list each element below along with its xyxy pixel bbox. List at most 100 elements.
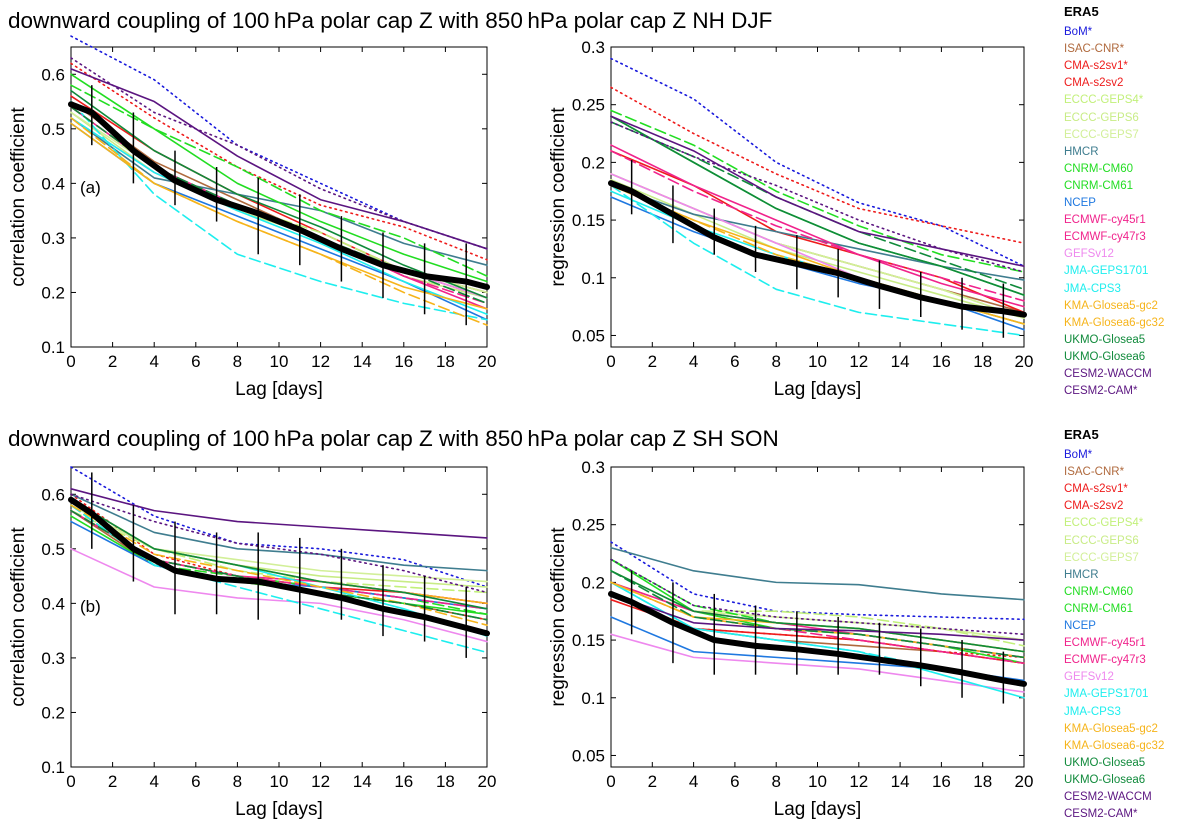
x-tick-label: 14 (891, 772, 910, 791)
y-tick-label: 0.2 (41, 703, 65, 722)
x-tick-label: 8 (233, 772, 242, 791)
row-title-nh-djf: downward coupling of 100 hPa polar cap Z… (8, 8, 773, 33)
series-line-ecmwf-cy45r1 (610, 150, 1025, 302)
x-tick-label: 10 (270, 772, 289, 791)
x-tick-label: 4 (149, 352, 158, 371)
legend-entry: CNRM-CM61 (1064, 602, 1133, 615)
x-tick-label: 14 (353, 352, 372, 371)
x-axis-label: Lag [days] (774, 379, 862, 400)
x-tick-label: 6 (730, 772, 739, 791)
series-line-cesm2-waccm (610, 593, 1025, 641)
x-tick-label: 4 (689, 772, 698, 791)
legend-entry: BoM* (1064, 26, 1093, 39)
y-tick-label: 0.2 (581, 573, 605, 592)
legend-entry: JMA-CPS3 (1064, 282, 1121, 295)
legend-entry: UKMO-Glosea5 (1064, 333, 1146, 346)
x-tick-label: 16 (394, 772, 413, 791)
legend-entry: ECCC-GEPS7 (1064, 551, 1139, 564)
y-tick-label: 0.2 (41, 283, 65, 302)
legend-entry-era5: ERA5 (1064, 427, 1099, 442)
legend-entry: CNRM-CM61 (1064, 179, 1133, 192)
legend-entry: JMA-GEPS1701 (1064, 265, 1149, 278)
x-tick-label: 8 (771, 772, 780, 791)
y-tick-label: 0.25 (572, 516, 605, 535)
legend-entry: JMA-GEPS1701 (1064, 688, 1149, 701)
series-line-cma-s2sv2 (610, 150, 1025, 314)
legend-entry: GEFSv12 (1064, 248, 1114, 261)
series-line-cesm2-cam (70, 493, 488, 594)
series-line-gefsv12 (70, 548, 488, 643)
x-tick-label: 20 (1015, 352, 1034, 371)
x-tick-label: 12 (311, 352, 330, 371)
x-tick-label: 2 (108, 352, 117, 371)
y-tick-label: 0.15 (572, 631, 605, 650)
series-line-cesm2-cam (610, 558, 1025, 636)
y-axis-label: correlation coefficient (8, 527, 29, 707)
x-tick-label: 10 (808, 352, 827, 371)
chart-panel-2: 0 2 4 6 8 10 12 14 16 18 20 0.05 0.1 0.15 0.2 0.25 0.3 La… (548, 38, 1033, 400)
chart-panel-3: 0 2 4 6 8 10 12 14 16 18 20 0.1 0.2 0.3 0.4 0.5 0.6 Lag [… (8, 466, 497, 820)
y-axis-label: regression coefficient (548, 107, 569, 287)
legend-bottom: ERA5 BoM* ISAC-CNR* CMA-s2sv1* CMA-s2sv2 ECCC… (1064, 426, 1164, 823)
y-tick-label: 0.3 (581, 458, 605, 477)
legend-entry: KMA-Glosea5-gc2 (1064, 722, 1158, 735)
y-axis-label: regression coefficient (548, 527, 569, 707)
x-tick-label: 0 (606, 772, 615, 791)
x-tick-label: 8 (233, 352, 242, 371)
x-tick-label: 6 (191, 352, 200, 371)
legend-entry: ISAC-CNR* (1064, 466, 1125, 479)
x-tick-label: 16 (932, 772, 951, 791)
series-line-era5 (68, 101, 490, 290)
series-line-cma-s2sv1 (70, 62, 488, 261)
y-tick-label: 0.05 (572, 326, 605, 345)
x-tick-label: 6 (191, 772, 200, 791)
series-line-era5 (608, 180, 1027, 318)
y-tick-label: 0.1 (581, 689, 605, 708)
x-tick-label: 14 (353, 772, 372, 791)
row-title-sh-son: downward coupling of 100 hPa polar cap Z… (8, 426, 779, 451)
series-line-ukmo-glosea6 (610, 115, 1025, 296)
x-tick-label: 20 (1015, 772, 1034, 791)
legend-entry: ECCC-GEPS7 (1064, 128, 1139, 141)
legend-entry: ECCC-GEPS6 (1064, 534, 1139, 547)
legend-entry: HMCR (1064, 145, 1099, 158)
legend-entry: CMA-s2sv2 (1064, 77, 1124, 90)
series-line-era5 (608, 590, 1027, 687)
x-axis-label: Lag [days] (235, 379, 323, 400)
legend-entry: CMA-s2sv1* (1064, 60, 1128, 73)
series-line-jma-geps1701 (70, 100, 488, 321)
x-tick-label: 18 (436, 772, 455, 791)
x-tick-label: 2 (648, 352, 657, 371)
series-line-hmcr (70, 493, 488, 572)
x-tick-label: 12 (849, 352, 868, 371)
x-tick-label: 14 (891, 352, 910, 371)
legend-entry: JMA-CPS3 (1064, 705, 1121, 718)
y-tick-label: 0.4 (41, 174, 65, 193)
legend-entry: CNRM-CM60 (1064, 162, 1133, 175)
series-line-ukmo-glosea6 (70, 89, 488, 299)
legend-top: ERA5 BoM* ISAC-CNR* CMA-s2sv1* CMA-s2sv2 ECCC… (1064, 3, 1164, 400)
series-line-bom (70, 466, 488, 588)
legend-entry: CMA-s2sv2 (1064, 500, 1124, 513)
x-tick-label: 4 (689, 352, 698, 371)
x-tick-label: 6 (730, 352, 739, 371)
legend-entry: UKMO-Glosea5 (1064, 756, 1146, 769)
x-tick-label: 20 (478, 772, 497, 791)
legend-entry: NCEP (1064, 197, 1096, 210)
x-tick-label: 18 (436, 352, 455, 371)
legend-entry: KMA-Glosea5-gc2 (1064, 299, 1158, 312)
legend-entry: ECMWF-cy45r1 (1064, 637, 1146, 650)
y-axis-label: correlation coefficient (8, 107, 29, 287)
legend-entry: BoM* (1064, 449, 1093, 462)
legend-entry: UKMO-Glosea6 (1064, 773, 1146, 786)
legend-entry-era5: ERA5 (1064, 4, 1099, 19)
x-tick-label: 12 (849, 772, 868, 791)
x-tick-label: 0 (66, 352, 75, 371)
x-tick-label: 0 (66, 772, 75, 791)
series-line-gefsv12 (610, 633, 1025, 693)
y-tick-label: 0.1 (41, 758, 65, 777)
series-line-ukmo-glosea6 (610, 570, 1025, 653)
x-tick-label: 4 (149, 772, 158, 791)
panel-label: (a) (80, 178, 101, 197)
